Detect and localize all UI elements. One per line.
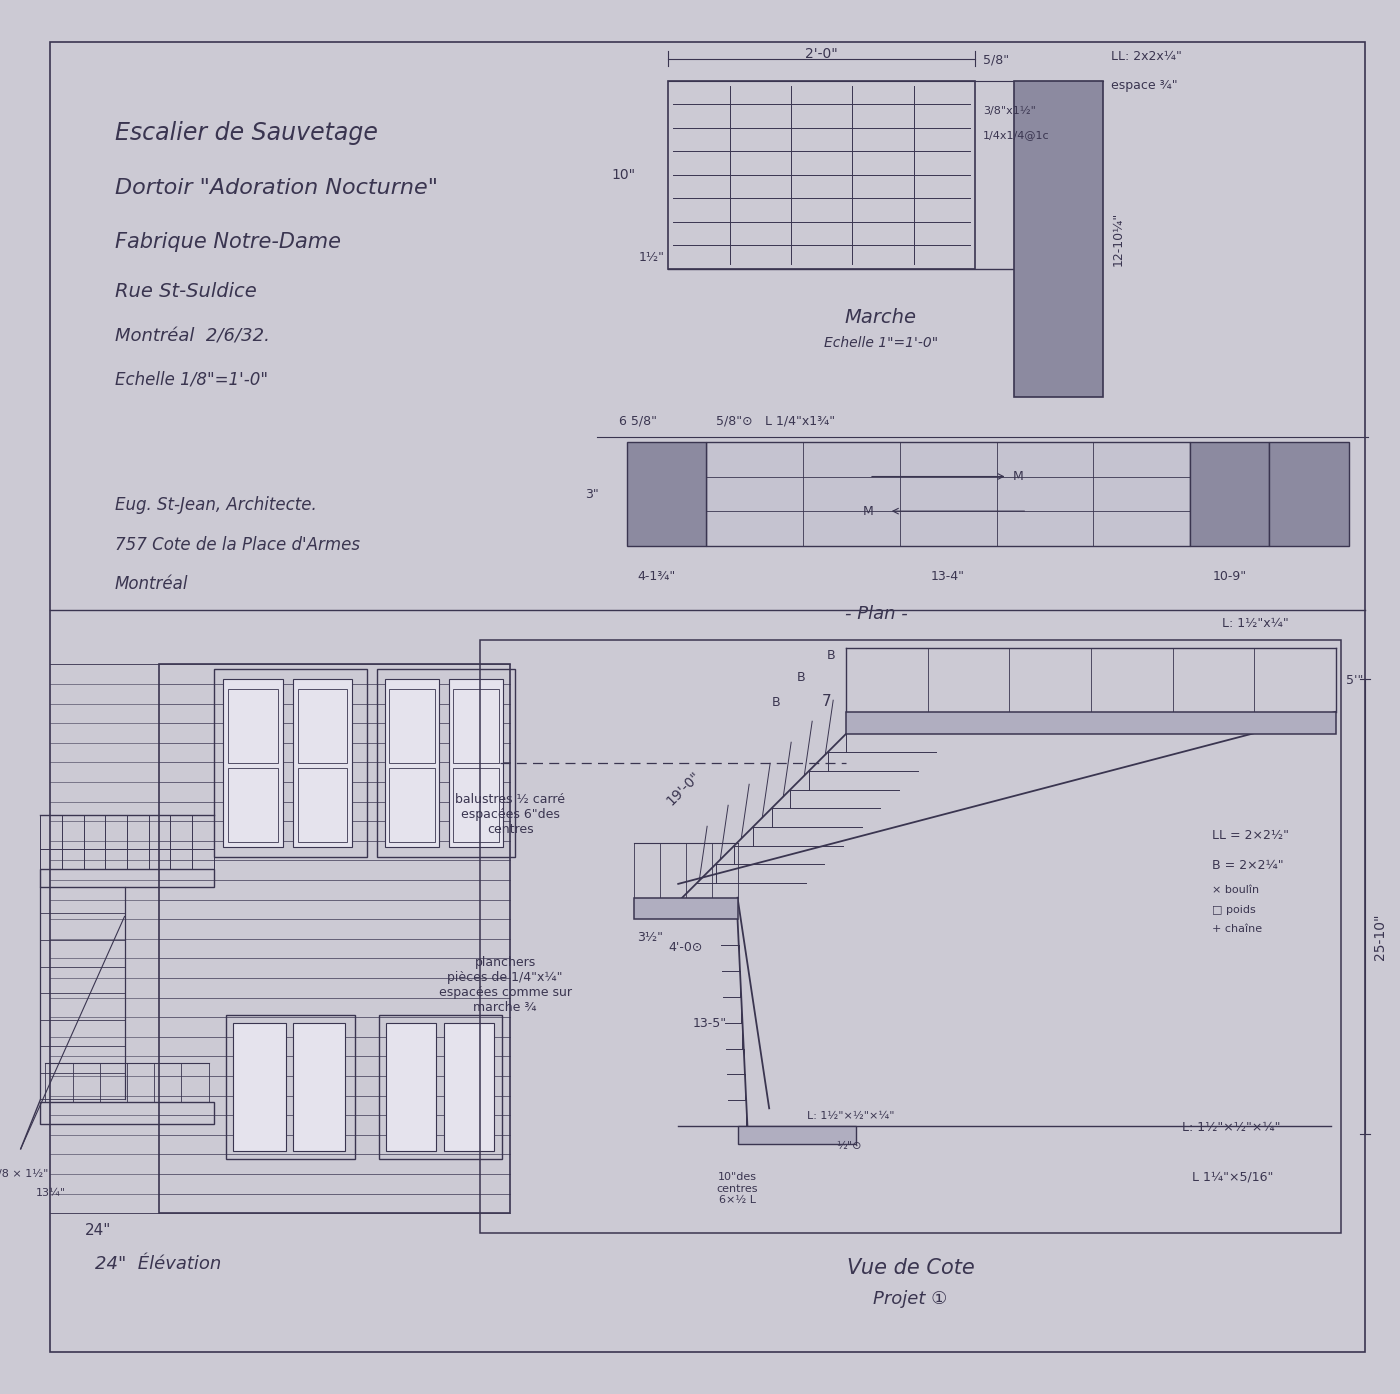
Text: L 1¼"×5/16": L 1¼"×5/16"	[1193, 1171, 1274, 1184]
Text: 24": 24"	[85, 1223, 112, 1238]
Text: M: M	[864, 505, 874, 517]
Text: LL = 2×2½": LL = 2×2½"	[1212, 829, 1289, 842]
Text: 3/8 × 1½": 3/8 × 1½"	[0, 1168, 49, 1178]
Bar	[41, 1103, 213, 1124]
Text: Montréal: Montréal	[115, 576, 188, 594]
Text: 24"  Élévation: 24" Élévation	[95, 1255, 221, 1273]
Bar	[385, 1023, 435, 1151]
Text: 3": 3"	[585, 488, 599, 500]
Bar	[228, 768, 277, 842]
Bar	[293, 1023, 344, 1151]
Bar	[452, 768, 500, 842]
Text: B: B	[826, 650, 836, 662]
Text: 13-5": 13-5"	[693, 1016, 727, 1030]
Text: × boulîn: × boulîn	[1212, 885, 1259, 895]
Text: 13¼": 13¼"	[35, 1188, 66, 1199]
Text: Montréal  2/6/32.: Montréal 2/6/32.	[115, 328, 269, 346]
Text: 6 5/8": 6 5/8"	[619, 414, 657, 427]
Text: 5'": 5'"	[1345, 673, 1364, 687]
Text: L 1/4"x1¾": L 1/4"x1¾"	[766, 414, 836, 427]
Text: Projet ①: Projet ①	[874, 1291, 948, 1308]
Text: 757 Cote de la Place d'Armes: 757 Cote de la Place d'Armes	[115, 535, 360, 553]
Text: Eug. St-Jean, Architecte.: Eug. St-Jean, Architecte.	[115, 496, 316, 514]
Text: 10": 10"	[612, 167, 636, 183]
Text: 19'-0": 19'-0"	[664, 768, 703, 807]
Bar	[377, 669, 515, 857]
Bar	[480, 640, 1341, 1232]
Text: L: 1½"×½"×¼": L: 1½"×½"×¼"	[806, 1111, 895, 1121]
Text: espace ¾": espace ¾"	[1112, 79, 1177, 92]
Text: Dortoir "Adoration Nocturne": Dortoir "Adoration Nocturne"	[115, 178, 438, 198]
Text: 5/8"⊙: 5/8"⊙	[715, 414, 752, 427]
Text: balustres ½ carré
espacées 6"des
centres: balustres ½ carré espacées 6"des centres	[455, 793, 566, 836]
Bar	[213, 669, 367, 857]
Text: 3/8"x1½": 3/8"x1½"	[983, 106, 1036, 116]
Text: L: 1½"×½"×¼": L: 1½"×½"×¼"	[1183, 1121, 1281, 1135]
Bar	[385, 679, 440, 848]
Text: LL: 2x2x¼": LL: 2x2x¼"	[1112, 50, 1182, 63]
Bar	[298, 689, 347, 764]
Bar	[846, 712, 1336, 733]
Text: 3½": 3½"	[637, 931, 662, 944]
Bar	[1015, 81, 1103, 397]
Text: □ poids: □ poids	[1212, 905, 1256, 914]
Bar	[1270, 442, 1348, 545]
Text: 10-9": 10-9"	[1212, 570, 1247, 584]
Bar	[452, 689, 500, 764]
Text: B: B	[797, 671, 805, 684]
Text: Rue St-Suldice: Rue St-Suldice	[115, 282, 256, 301]
Text: Echelle 1"=1'-0": Echelle 1"=1'-0"	[823, 336, 938, 350]
Bar	[378, 1015, 503, 1158]
Bar	[234, 1023, 286, 1151]
Text: 4-1¾": 4-1¾"	[637, 570, 676, 584]
Text: L: 1½"x¼": L: 1½"x¼"	[1222, 616, 1289, 630]
Bar	[389, 689, 435, 764]
Text: planchers
pièces de 1/4"x¼"
espacées comme sur
marche ¾: planchers pièces de 1/4"x¼" espacées com…	[438, 956, 571, 1013]
Text: 12-10¼": 12-10¼"	[1112, 212, 1124, 266]
Bar	[224, 679, 283, 848]
Text: 13-4": 13-4"	[931, 570, 965, 584]
Text: 4'-0⊙: 4'-0⊙	[668, 941, 703, 953]
Text: B = 2×2¼": B = 2×2¼"	[1212, 859, 1284, 873]
Bar	[298, 768, 347, 842]
Text: Vue de Cote: Vue de Cote	[847, 1257, 974, 1278]
Bar	[227, 1015, 354, 1158]
Text: Echelle 1/8"=1'-0": Echelle 1/8"=1'-0"	[115, 371, 267, 389]
Text: M: M	[1012, 470, 1023, 482]
Text: - Plan -: - Plan -	[844, 605, 907, 623]
Bar	[668, 81, 974, 269]
Text: 7: 7	[822, 694, 832, 710]
Bar	[389, 768, 435, 842]
Text: Marche: Marche	[846, 308, 917, 328]
Text: 5/8": 5/8"	[983, 53, 1009, 66]
Bar	[1190, 442, 1270, 545]
Bar	[627, 442, 706, 545]
Bar	[634, 898, 738, 920]
Text: 1½": 1½"	[638, 251, 665, 263]
Text: Fabrique Notre-Dame: Fabrique Notre-Dame	[115, 233, 340, 252]
Text: + chaîne: + chaîne	[1212, 924, 1263, 934]
Text: 2'-0": 2'-0"	[805, 47, 839, 61]
Text: ½"⊙: ½"⊙	[836, 1140, 862, 1151]
Text: 1/4x1/4@1c: 1/4x1/4@1c	[983, 131, 1050, 141]
Text: 25-10": 25-10"	[1373, 913, 1387, 959]
Bar	[738, 1126, 857, 1144]
Bar	[449, 679, 503, 848]
Bar	[41, 868, 213, 887]
Bar	[160, 665, 510, 1213]
Bar	[293, 679, 351, 848]
Bar	[444, 1023, 494, 1151]
Text: Escalier de Sauvetage: Escalier de Sauvetage	[115, 120, 378, 145]
Text: B: B	[773, 696, 781, 710]
Text: 10"des
centres
6×½ L: 10"des centres 6×½ L	[717, 1172, 759, 1206]
Bar	[228, 689, 277, 764]
Bar	[706, 442, 1190, 545]
